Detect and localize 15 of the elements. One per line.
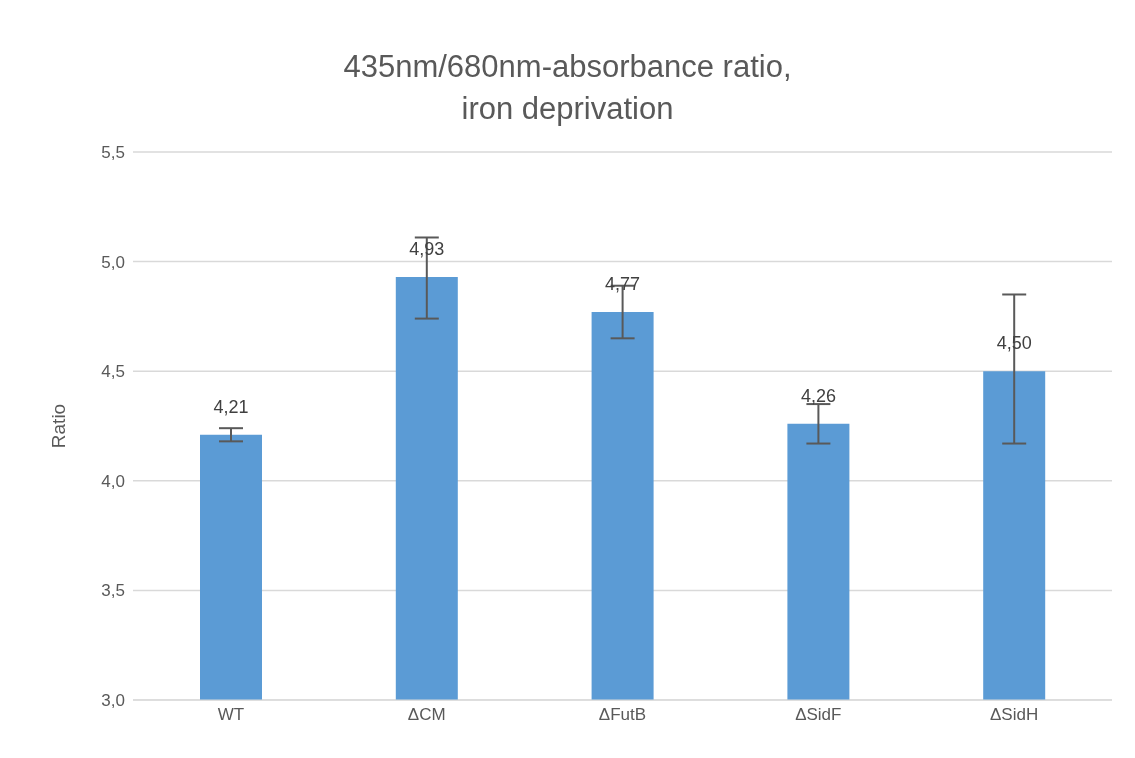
x-tick-label: ΔFutB <box>598 705 647 725</box>
x-tick-label: WT <box>217 705 245 725</box>
y-tick-label: 3,0 <box>101 691 125 711</box>
data-label: 4,26 <box>800 385 836 406</box>
x-tick-label: ΔSidF <box>795 705 842 725</box>
y-tick-label: 5,0 <box>101 252 125 272</box>
y-axis-title: Ratio <box>47 403 69 449</box>
data-label: 4,21 <box>213 396 249 417</box>
y-tick-label: 4,5 <box>101 362 125 382</box>
y-tick-label: 3,5 <box>101 581 125 601</box>
y-tick-label: 5,5 <box>101 143 125 163</box>
y-tick-label: 4,0 <box>101 471 125 491</box>
chart-title: 435nm/680nm-absorbance ratio, iron deprivation <box>342 48 793 128</box>
x-tick-label: ΔCM <box>407 705 446 725</box>
x-tick-label: ΔSidH <box>990 705 1039 725</box>
